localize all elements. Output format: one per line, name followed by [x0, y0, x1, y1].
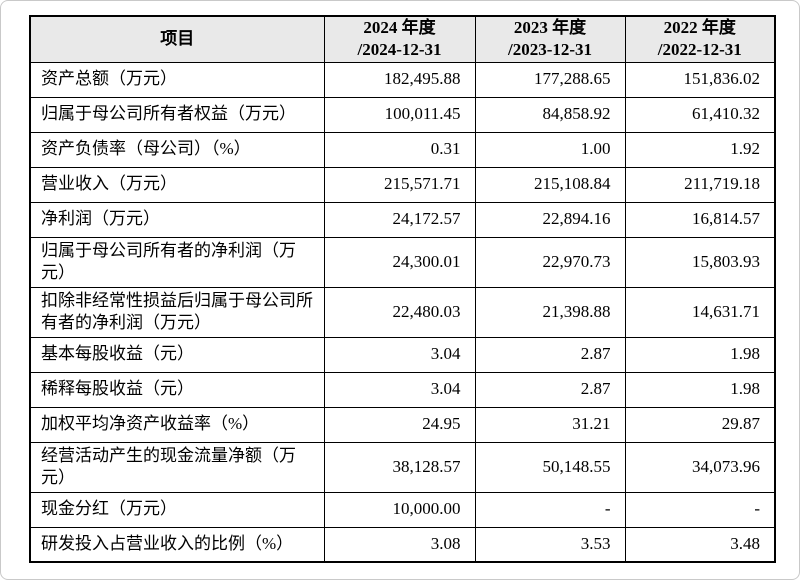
table-row: 研发投入占营业收入的比例（%） 3.08 3.53 3.48 [29, 526, 776, 563]
row-label: 加权平均净资产收益率（%） [29, 406, 325, 443]
row-value-2024: 10,000.00 [323, 491, 476, 528]
row-value-2022: 3.48 [624, 526, 776, 563]
row-value-2024: 24,172.57 [323, 201, 476, 238]
table-row: 资产总额（万元） 182,495.88 177,288.65 151,836.0… [29, 61, 776, 98]
row-label: 资产负债率（母公司）（%） [29, 131, 325, 168]
row-value-2022: 16,814.57 [624, 201, 776, 238]
row-value-2022: 29.87 [624, 406, 776, 443]
row-value-2022: 1.98 [624, 336, 776, 373]
row-value-2023: 31.21 [474, 406, 626, 443]
row-value-2022: - [624, 491, 776, 528]
row-value-2024: 24,300.01 [323, 236, 476, 288]
header-year-2023-line1: 2023 年度 [513, 18, 587, 38]
header-year-2024: 2024 年度 /2024-12-31 [323, 15, 476, 63]
table-header-row: 项目 2024 年度 /2024-12-31 2023 年度 /2023-12-… [29, 15, 776, 63]
header-year-2024-line2: /2024-12-31 [357, 40, 442, 60]
table-row: 资产负债率（母公司）（%） 0.31 1.00 1.92 [29, 131, 776, 168]
row-value-2022: 14,631.71 [624, 286, 776, 338]
row-value-2023: 215,108.84 [474, 166, 626, 203]
row-value-2022: 61,410.32 [624, 96, 776, 133]
row-value-2024: 215,571.71 [323, 166, 476, 203]
row-value-2024: 3.08 [323, 526, 476, 563]
row-value-2024: 38,128.57 [323, 441, 476, 493]
row-label: 基本每股收益（元） [29, 336, 325, 373]
row-value-2024: 24.95 [323, 406, 476, 443]
row-value-2023: 2.87 [474, 371, 626, 408]
row-value-2024: 0.31 [323, 131, 476, 168]
row-value-2024: 100,011.45 [323, 96, 476, 133]
row-value-2023: 22,970.73 [474, 236, 626, 288]
table-row: 稀释每股收益（元） 3.04 2.87 1.98 [29, 371, 776, 408]
row-value-2022: 1.98 [624, 371, 776, 408]
row-value-2023: 21,398.88 [474, 286, 626, 338]
row-value-2022: 34,073.96 [624, 441, 776, 493]
row-value-2022: 15,803.93 [624, 236, 776, 288]
row-value-2023: 3.53 [474, 526, 626, 563]
row-value-2022: 151,836.02 [624, 61, 776, 98]
financial-summary-table: 项目 2024 年度 /2024-12-31 2023 年度 /2023-12-… [29, 15, 776, 563]
header-year-2023: 2023 年度 /2023-12-31 [474, 15, 626, 63]
row-value-2023: 2.87 [474, 336, 626, 373]
row-label: 归属于母公司所有者的净利润（万元） [29, 236, 325, 288]
header-item-column: 项目 [29, 15, 325, 63]
header-year-2023-line2: /2023-12-31 [507, 40, 593, 60]
header-item-label: 项目 [160, 29, 195, 49]
row-value-2024: 3.04 [323, 371, 476, 408]
row-label: 稀释每股收益（元） [29, 371, 325, 408]
table-row: 营业收入（万元） 215,571.71 215,108.84 211,719.1… [29, 166, 776, 203]
row-label: 资产总额（万元） [29, 61, 325, 98]
row-value-2023: 50,148.55 [474, 441, 626, 493]
table-row: 现金分红（万元） 10,000.00 - - [29, 491, 776, 528]
row-value-2022: 1.92 [624, 131, 776, 168]
row-value-2024: 3.04 [323, 336, 476, 373]
header-year-2024-line1: 2024 年度 [363, 18, 436, 38]
row-value-2023: 177,288.65 [474, 61, 626, 98]
table-row: 归属于母公司所有者权益（万元） 100,011.45 84,858.92 61,… [29, 96, 776, 133]
row-value-2023: - [474, 491, 626, 528]
header-year-2022-line2: /2022-12-31 [657, 40, 742, 60]
table-row: 扣除非经常性损益后归属于母公司所有者的净利润（万元） 22,480.03 21,… [29, 286, 776, 338]
row-value-2022: 211,719.18 [624, 166, 776, 203]
table-row: 基本每股收益（元） 3.04 2.87 1.98 [29, 336, 776, 373]
row-label: 扣除非经常性损益后归属于母公司所有者的净利润（万元） [29, 286, 325, 338]
row-value-2024: 182,495.88 [323, 61, 476, 98]
row-value-2024: 22,480.03 [323, 286, 476, 338]
table-row: 加权平均净资产收益率（%） 24.95 31.21 29.87 [29, 406, 776, 443]
header-year-2022-line1: 2022 年度 [663, 18, 736, 38]
row-value-2023: 22,894.16 [474, 201, 626, 238]
row-value-2023: 1.00 [474, 131, 626, 168]
row-label: 净利润（万元） [29, 201, 325, 238]
row-label: 营业收入（万元） [29, 166, 325, 203]
row-label: 经营活动产生的现金流量净额（万元） [29, 441, 325, 493]
row-label: 归属于母公司所有者权益（万元） [29, 96, 325, 133]
table-row: 归属于母公司所有者的净利润（万元） 24,300.01 22,970.73 15… [29, 236, 776, 288]
row-label: 现金分红（万元） [29, 491, 325, 528]
table-row: 净利润（万元） 24,172.57 22,894.16 16,814.57 [29, 201, 776, 238]
row-value-2023: 84,858.92 [474, 96, 626, 133]
row-label: 研发投入占营业收入的比例（%） [29, 526, 325, 563]
table-row: 经营活动产生的现金流量净额（万元） 38,128.57 50,148.55 34… [29, 441, 776, 493]
header-year-2022: 2022 年度 /2022-12-31 [624, 15, 776, 63]
